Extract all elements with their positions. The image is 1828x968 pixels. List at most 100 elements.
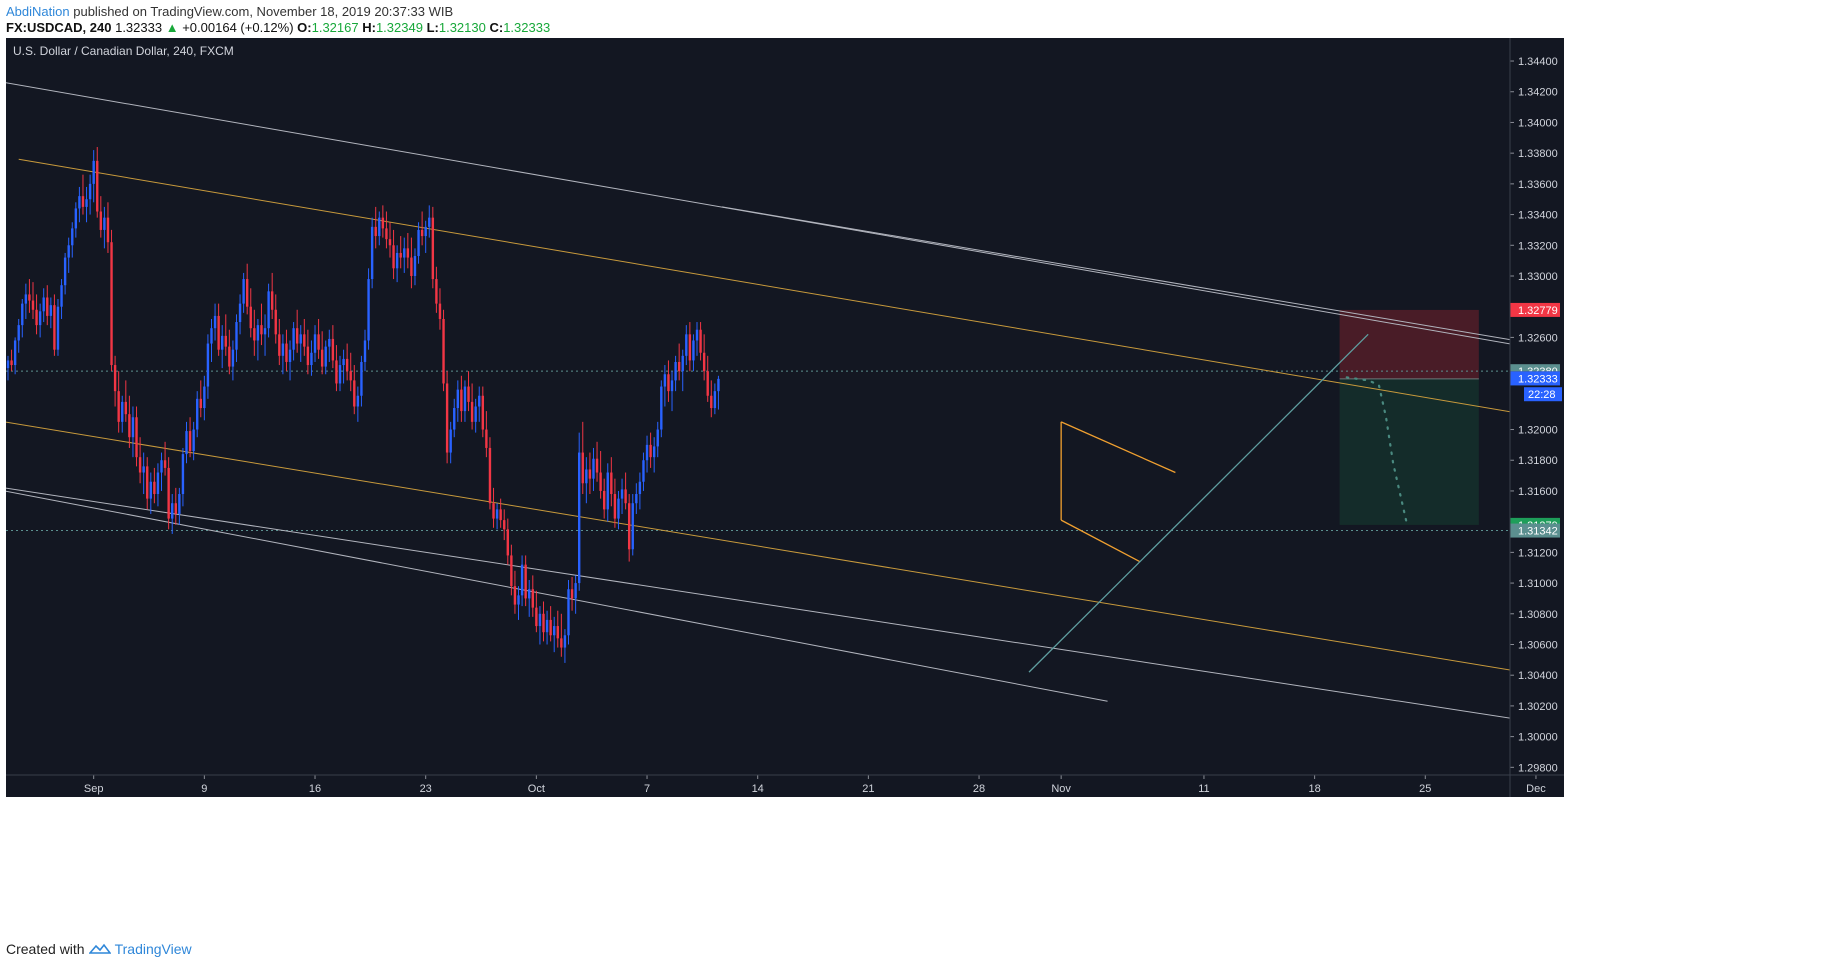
candle <box>706 355 709 402</box>
candle-body <box>710 395 713 409</box>
candle <box>399 236 402 269</box>
candle <box>610 457 613 507</box>
candle <box>474 398 477 433</box>
candle-body <box>445 383 449 453</box>
candle-body <box>335 360 338 384</box>
candle <box>620 478 624 514</box>
candle-body <box>699 329 702 353</box>
candle <box>627 494 631 562</box>
candle <box>278 318 281 366</box>
candle <box>160 452 163 491</box>
candle <box>256 318 260 361</box>
candle-body <box>438 303 442 319</box>
created-with-label: Created with <box>6 941 85 957</box>
candle-body <box>260 325 263 335</box>
candle <box>535 590 538 633</box>
candle-body <box>370 226 374 280</box>
candle <box>317 318 320 359</box>
candle <box>453 398 456 438</box>
price-tick-label: 1.33600 <box>1518 179 1558 191</box>
candle-body <box>517 595 520 605</box>
candle <box>645 435 649 473</box>
candle <box>146 457 149 510</box>
candle <box>503 509 506 541</box>
candle <box>288 340 292 381</box>
candle <box>599 451 602 499</box>
candle-body <box>681 355 684 372</box>
candle-body <box>717 378 720 392</box>
candle <box>445 371 449 464</box>
candle <box>470 383 474 430</box>
candle <box>103 206 106 249</box>
candle-body <box>203 386 206 409</box>
candle <box>406 232 410 269</box>
candle <box>110 229 113 372</box>
price-tick-label: 1.31200 <box>1518 547 1558 559</box>
candle-body <box>71 228 74 246</box>
candle <box>238 294 242 335</box>
candle-body <box>171 503 174 519</box>
candle <box>270 272 274 319</box>
price-label-box <box>1510 371 1560 386</box>
price-label-text: 22:28 <box>1528 389 1556 401</box>
candle-body <box>74 208 78 229</box>
candle-body <box>378 217 381 237</box>
candle-body <box>531 589 534 608</box>
candle <box>563 629 567 663</box>
candle-body <box>221 335 224 350</box>
candle-body <box>228 346 231 367</box>
candle <box>335 345 338 392</box>
candle-body <box>131 417 135 438</box>
candle <box>60 279 63 319</box>
candle <box>617 490 620 530</box>
price-label-text: 1.32333 <box>1518 373 1558 385</box>
candle-body <box>110 242 113 366</box>
candle-body <box>49 305 53 316</box>
candle-body <box>328 338 331 347</box>
candle-body <box>385 228 388 240</box>
candle <box>17 318 20 353</box>
candle <box>149 472 152 514</box>
candle-body <box>685 334 688 356</box>
candle <box>203 375 206 421</box>
candle-body <box>474 406 477 422</box>
author-name[interactable]: AbdiNation <box>6 4 70 19</box>
candle-body <box>67 245 70 258</box>
candle <box>74 202 78 238</box>
candle <box>420 211 424 246</box>
candle-body <box>692 340 695 361</box>
candle-body <box>453 408 456 430</box>
chart-title: U.S. Dollar / Canadian Dollar, 240, FXCM <box>13 44 234 58</box>
candle-body <box>556 626 559 639</box>
price-tick-label: 1.31000 <box>1518 578 1558 590</box>
candle <box>267 283 270 338</box>
candle-body <box>602 490 606 510</box>
candle-body <box>342 358 345 366</box>
candle <box>702 334 706 381</box>
candle-body <box>53 305 56 350</box>
candle <box>42 288 45 323</box>
candle-body <box>24 294 28 304</box>
footer: Created with TradingView <box>6 941 192 957</box>
tradingview-link[interactable]: TradingView <box>114 941 192 957</box>
price-tick-label: 1.30200 <box>1518 701 1558 713</box>
candle-body <box>706 371 709 396</box>
time-axis-background[interactable] <box>6 775 1510 797</box>
candle-body <box>42 297 45 312</box>
candle-body <box>295 328 299 344</box>
candle-body <box>178 494 181 514</box>
candle <box>360 355 363 407</box>
price-axis-background[interactable] <box>1510 38 1564 775</box>
candle <box>560 613 563 657</box>
candle <box>652 437 656 473</box>
candle-body <box>520 564 524 596</box>
candle-body <box>270 291 274 310</box>
candle <box>13 337 17 375</box>
candle <box>260 303 263 346</box>
candle <box>581 421 584 495</box>
candle-body <box>263 328 267 335</box>
candle <box>263 314 267 356</box>
candle <box>249 288 252 338</box>
candle-body <box>478 395 481 407</box>
